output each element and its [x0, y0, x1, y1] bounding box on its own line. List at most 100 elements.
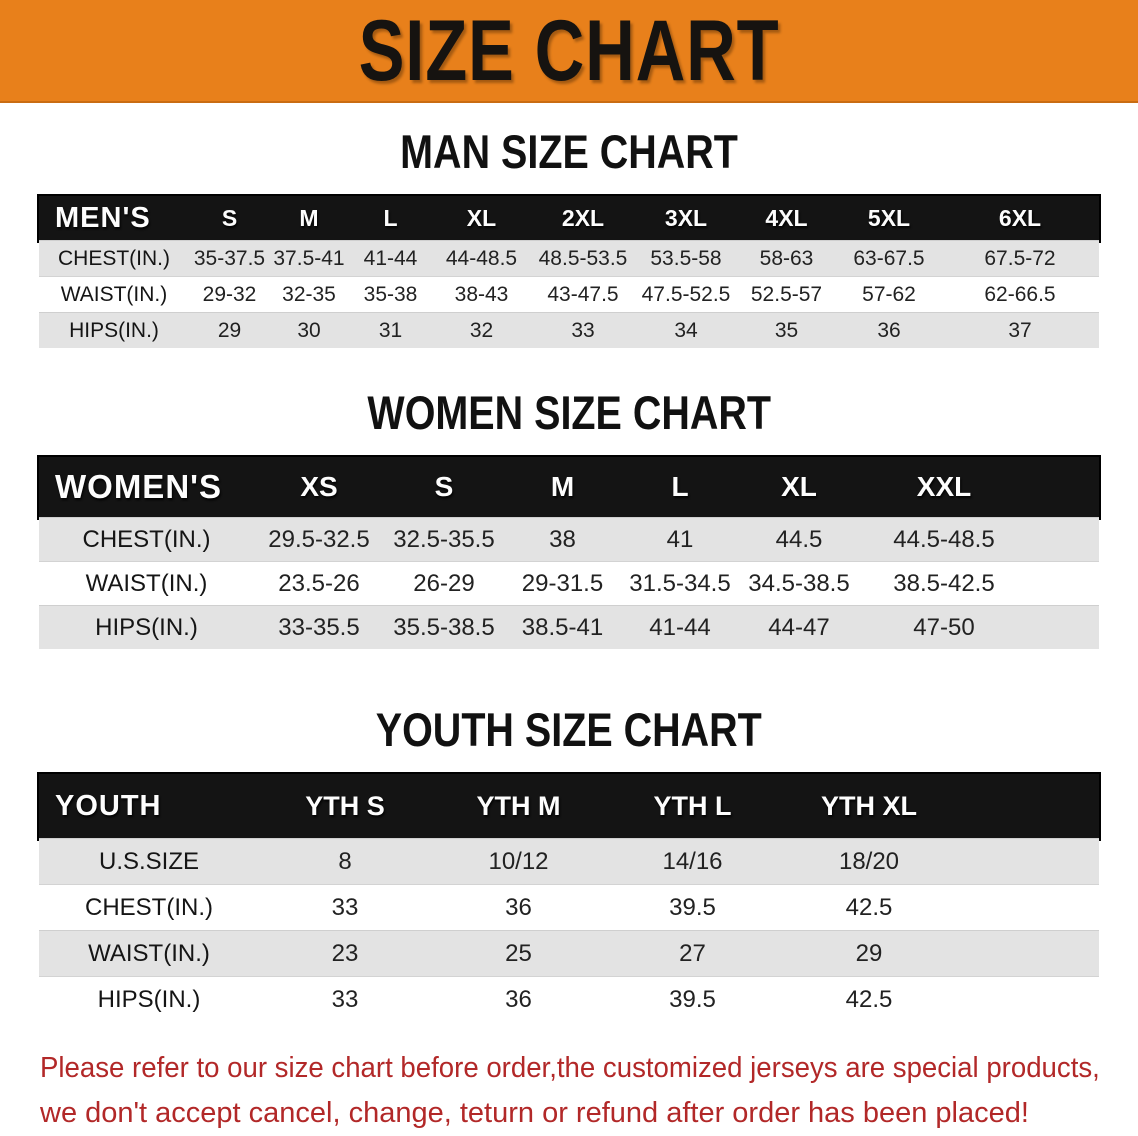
youth-header-row: YOUTH YTH S YTH M YTH L YTH XL [39, 774, 1099, 839]
measurement-label: U.S.SIZE [39, 838, 259, 885]
row-filler [959, 884, 1099, 931]
size-value-cell: 23.5-26 [254, 561, 384, 606]
size-value-cell: 42.5 [779, 884, 959, 931]
size-column-header: S [384, 457, 504, 518]
size-value-cell: 35 [736, 312, 837, 348]
size-value-cell: 8 [259, 838, 431, 885]
size-value-cell: 33-35.5 [254, 605, 384, 649]
size-value-cell: 48.5-53.5 [530, 240, 636, 277]
mens-size-table: MEN'S S M L XL 2XL 3XL 4XL 5XL 6XL CHEST(IN.) 35-… [39, 196, 1099, 348]
size-column-header: 3XL [636, 196, 736, 241]
size-value-cell: 39.5 [606, 884, 779, 931]
size-value-cell: 36 [431, 884, 606, 931]
table-row: WAIST(IN.) 29-32 32-35 35-38 38-43 43-47.5 47.… [39, 276, 1099, 313]
womens-size-table: WOMEN'S XS S M L XL XXL CHEST(IN.) 29.5-32.5 32… [39, 457, 1099, 649]
womens-corner-label: WOMEN'S [39, 457, 254, 518]
size-value-cell: 29-31.5 [504, 561, 621, 606]
row-filler [1029, 561, 1099, 606]
header-filler [959, 774, 1099, 839]
size-value-cell: 44-47 [739, 605, 859, 649]
size-value-cell: 33 [259, 976, 431, 1022]
size-column-header: M [270, 196, 348, 241]
size-value-cell: 38.5-41 [504, 605, 621, 649]
size-column-header: S [189, 196, 270, 241]
measurement-label: CHEST(IN.) [39, 884, 259, 931]
women-heading-text: WOMEN SIZE CHART [367, 386, 771, 439]
size-column-header: YTH L [606, 774, 779, 839]
size-value-cell: 32 [433, 312, 530, 348]
size-value-cell: 35-38 [348, 276, 433, 313]
size-value-cell: 34.5-38.5 [739, 561, 859, 606]
size-value-cell: 38 [504, 517, 621, 562]
order-policy-line-1: Please refer to our size chart before or… [40, 1052, 1100, 1084]
measurement-label: CHEST(IN.) [39, 240, 189, 277]
size-column-header: L [621, 457, 739, 518]
measurement-label: HIPS(IN.) [39, 976, 259, 1022]
size-column-header: 5XL [837, 196, 941, 241]
size-value-cell: 47.5-52.5 [636, 276, 736, 313]
size-value-cell: 34 [636, 312, 736, 348]
size-value-cell: 35-37.5 [189, 240, 270, 277]
table-row: HIPS(IN.) 33 36 39.5 42.5 [39, 976, 1099, 1022]
row-filler [1029, 517, 1099, 562]
size-value-cell: 30 [270, 312, 348, 348]
measurement-label: HIPS(IN.) [39, 605, 254, 649]
size-chart-banner: SIZE CHART [0, 0, 1138, 103]
size-value-cell: 53.5-58 [636, 240, 736, 277]
size-column-header: XS [254, 457, 384, 518]
size-value-cell: 37 [941, 312, 1099, 348]
size-column-header: L [348, 196, 433, 241]
size-value-cell: 37.5-41 [270, 240, 348, 277]
size-value-cell: 41-44 [621, 605, 739, 649]
size-value-cell: 43-47.5 [530, 276, 636, 313]
youth-section-heading: YOUTH SIZE CHART [0, 703, 1138, 756]
size-value-cell: 63-67.5 [837, 240, 941, 277]
size-value-cell: 32-35 [270, 276, 348, 313]
size-value-cell: 29 [189, 312, 270, 348]
row-filler [959, 838, 1099, 885]
size-value-cell: 67.5-72 [941, 240, 1099, 277]
row-filler [959, 976, 1099, 1022]
size-value-cell: 32.5-35.5 [384, 517, 504, 562]
mens-corner-label: MEN'S [39, 196, 189, 241]
size-value-cell: 29.5-32.5 [254, 517, 384, 562]
table-row: WAIST(IN.) 23 25 27 29 [39, 930, 1099, 977]
row-filler [959, 930, 1099, 977]
size-column-header: 4XL [736, 196, 837, 241]
size-value-cell: 44.5 [739, 517, 859, 562]
size-column-header: M [504, 457, 621, 518]
size-value-cell: 62-66.5 [941, 276, 1099, 313]
order-policy-note: Please refer to our size chart before or… [40, 1046, 1100, 1136]
size-value-cell: 38.5-42.5 [859, 561, 1029, 606]
size-value-cell: 14/16 [606, 838, 779, 885]
size-value-cell: 58-63 [736, 240, 837, 277]
size-value-cell: 26-29 [384, 561, 504, 606]
size-column-header: XL [433, 196, 530, 241]
size-value-cell: 29-32 [189, 276, 270, 313]
table-row: CHEST(IN.) 29.5-32.5 32.5-35.5 38 41 44.5 44.5… [39, 517, 1099, 562]
table-row: CHEST(IN.) 33 36 39.5 42.5 [39, 884, 1099, 931]
row-filler [1029, 605, 1099, 649]
man-heading-text: MAN SIZE CHART [400, 125, 738, 178]
size-column-header: 6XL [941, 196, 1099, 241]
size-value-cell: 36 [431, 976, 606, 1022]
size-value-cell: 29 [779, 930, 959, 977]
measurement-label: WAIST(IN.) [39, 930, 259, 977]
size-value-cell: 44-48.5 [433, 240, 530, 277]
size-column-header: XL [739, 457, 859, 518]
size-value-cell: 47-50 [859, 605, 1029, 649]
size-value-cell: 33 [530, 312, 636, 348]
size-value-cell: 31.5-34.5 [621, 561, 739, 606]
size-value-cell: 18/20 [779, 838, 959, 885]
table-row: WAIST(IN.) 23.5-26 26-29 29-31.5 31.5-34.5 34… [39, 561, 1099, 606]
size-value-cell: 42.5 [779, 976, 959, 1022]
size-value-cell: 35.5-38.5 [384, 605, 504, 649]
size-value-cell: 39.5 [606, 976, 779, 1022]
size-value-cell: 57-62 [837, 276, 941, 313]
size-value-cell: 31 [348, 312, 433, 348]
measurement-label: WAIST(IN.) [39, 561, 254, 606]
measurement-label: HIPS(IN.) [39, 312, 189, 348]
size-value-cell: 27 [606, 930, 779, 977]
size-column-header: YTH XL [779, 774, 959, 839]
